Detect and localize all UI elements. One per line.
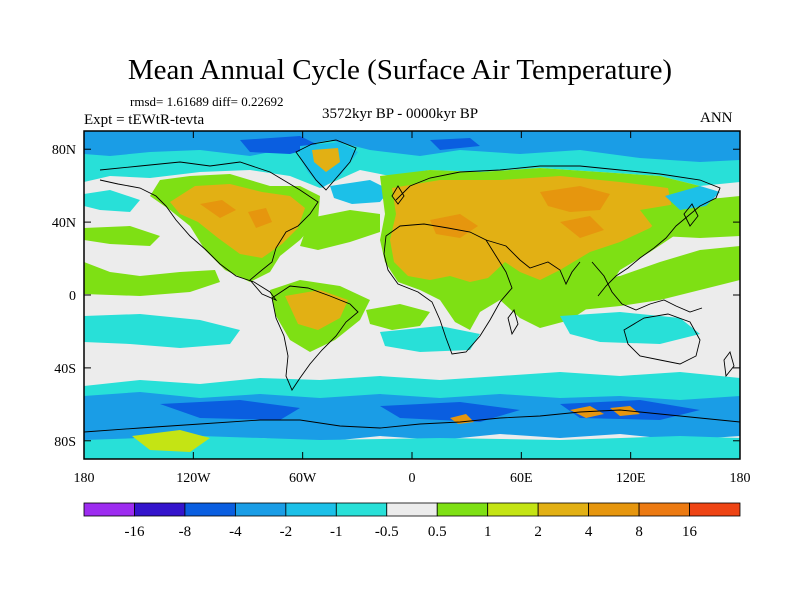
lat-tick-label: 80S — [54, 435, 76, 450]
colorbar-swatch — [184, 502, 236, 517]
north-pacific-green-2 — [84, 226, 160, 246]
colorbar-swatch — [537, 502, 590, 517]
coast-japan — [683, 203, 699, 227]
coast-eurasia — [395, 165, 721, 297]
coast-uk — [391, 185, 405, 205]
coast-nz — [723, 351, 735, 378]
map-title: Mean Annual Cycle (Surface Air Temperatu… — [127, 54, 673, 86]
south-pacific-cyan — [84, 314, 240, 348]
lat-tick-label: 0 — [69, 289, 76, 304]
north-america-core — [200, 200, 272, 228]
colorbar-swatch — [386, 502, 438, 517]
rmsd-diff-stats: rmsd= 1.61689 diff= 0.22692 — [130, 94, 284, 109]
west-pacific-green — [640, 196, 740, 238]
colorbar-label: 4 — [585, 524, 593, 540]
south-atlantic-green — [366, 304, 430, 330]
colorbar-swatch — [436, 502, 489, 517]
colorbar-label: 1 — [484, 524, 492, 540]
north-pacific-green — [84, 262, 220, 296]
colorbar-swatch — [487, 502, 539, 517]
colorbar-label: -8 — [179, 524, 192, 540]
lon-tick-label: 0 — [409, 471, 416, 486]
atlantic-green — [300, 210, 380, 250]
longitude-axis: 180 120W 60W 0 60E 120E 180 — [74, 131, 751, 486]
colorbar-swatch — [83, 502, 135, 517]
colorbar-swatch — [134, 502, 186, 517]
colorbar-label: 8 — [635, 524, 643, 540]
lon-tick-label: 120E — [616, 471, 646, 486]
lon-tick-label: 60E — [510, 471, 533, 486]
colorbar-label: -16 — [124, 524, 144, 540]
colorbar-label: -2 — [280, 524, 293, 540]
eurasia-core-2 — [430, 214, 604, 238]
north-atlantic-blue — [330, 180, 390, 204]
colorbar-swatch — [588, 502, 640, 517]
colorbar-label: 0.5 — [428, 524, 447, 540]
coast-madagascar — [507, 309, 519, 336]
colorbar-label: -0.5 — [375, 524, 399, 540]
colorbar-swatch — [285, 502, 337, 517]
south-atlantic-cyan — [380, 326, 480, 352]
map-field — [84, 131, 740, 459]
coast-antarctica — [84, 409, 740, 433]
southern-ocean-deep — [160, 400, 700, 422]
lon-tick-label: 120W — [176, 471, 211, 486]
west-pacific-blue — [665, 186, 720, 210]
colorbar-swatch — [689, 502, 741, 517]
antarctic-cyan — [84, 436, 740, 459]
experiment-label: Expt = tEWtR-tevta — [84, 112, 205, 128]
eurasia-core-1 — [540, 186, 610, 212]
lon-tick-label: 180 — [730, 471, 751, 486]
lat-tick-label: 80N — [52, 143, 76, 158]
indian-cyan — [560, 312, 700, 344]
coast-africa — [383, 223, 513, 355]
colorbar-swatch — [234, 502, 287, 517]
lon-tick-label: 180 — [74, 471, 95, 486]
colorbar-label: 2 — [534, 524, 542, 540]
coast-south-america — [271, 285, 359, 391]
latitude-axis: 80N 40N 0 40S 80S — [52, 143, 740, 450]
coast-southeast-asia — [591, 261, 703, 313]
antarctic-coast-warm — [450, 406, 640, 424]
lat-tick-label: 40S — [54, 362, 76, 377]
north-america-orange — [170, 184, 305, 258]
coast-arabia-india — [485, 239, 581, 286]
lon-tick-label: 60W — [289, 471, 317, 486]
greenland-warm — [312, 148, 340, 172]
colorbar-label: -1 — [330, 524, 343, 540]
south-america-orange — [285, 290, 348, 330]
coast-greenland — [295, 139, 357, 191]
colorbar-swatch — [335, 502, 388, 517]
coast-north-america — [99, 161, 319, 302]
period-label: 3572kyr BP - 0000kyr BP — [322, 106, 479, 122]
coast-australia — [623, 313, 701, 365]
colorbar-label: 16 — [682, 524, 698, 540]
colorbar-label: -4 — [229, 524, 242, 540]
indian-ocean-green — [540, 246, 740, 310]
season-label: ANN — [700, 110, 733, 126]
colorbar-swatch — [638, 502, 690, 517]
arctic-blue-band — [84, 131, 740, 162]
lat-tick-label: 40N — [52, 216, 76, 231]
antarctic-yellow — [132, 430, 210, 452]
north-pacific-cyan — [84, 190, 140, 212]
colorbar: -16 -8 -4 -2 -1 -0.5 0.5 1 2 4 8 16 — [83, 502, 741, 540]
coastlines — [84, 139, 740, 433]
